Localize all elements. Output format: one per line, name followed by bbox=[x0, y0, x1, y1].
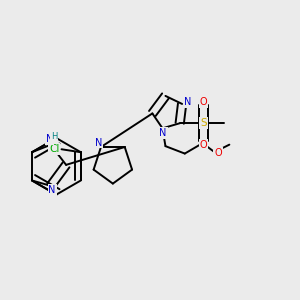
Text: N: N bbox=[159, 128, 167, 138]
Text: Cl: Cl bbox=[49, 144, 59, 154]
Text: O: O bbox=[200, 140, 207, 150]
Text: N: N bbox=[46, 134, 53, 144]
Text: N: N bbox=[184, 98, 191, 107]
Text: S: S bbox=[200, 118, 207, 128]
Text: N: N bbox=[95, 138, 102, 148]
Text: O: O bbox=[200, 97, 207, 107]
Text: N: N bbox=[48, 185, 56, 195]
Text: O: O bbox=[214, 148, 222, 158]
Text: H: H bbox=[51, 132, 57, 141]
